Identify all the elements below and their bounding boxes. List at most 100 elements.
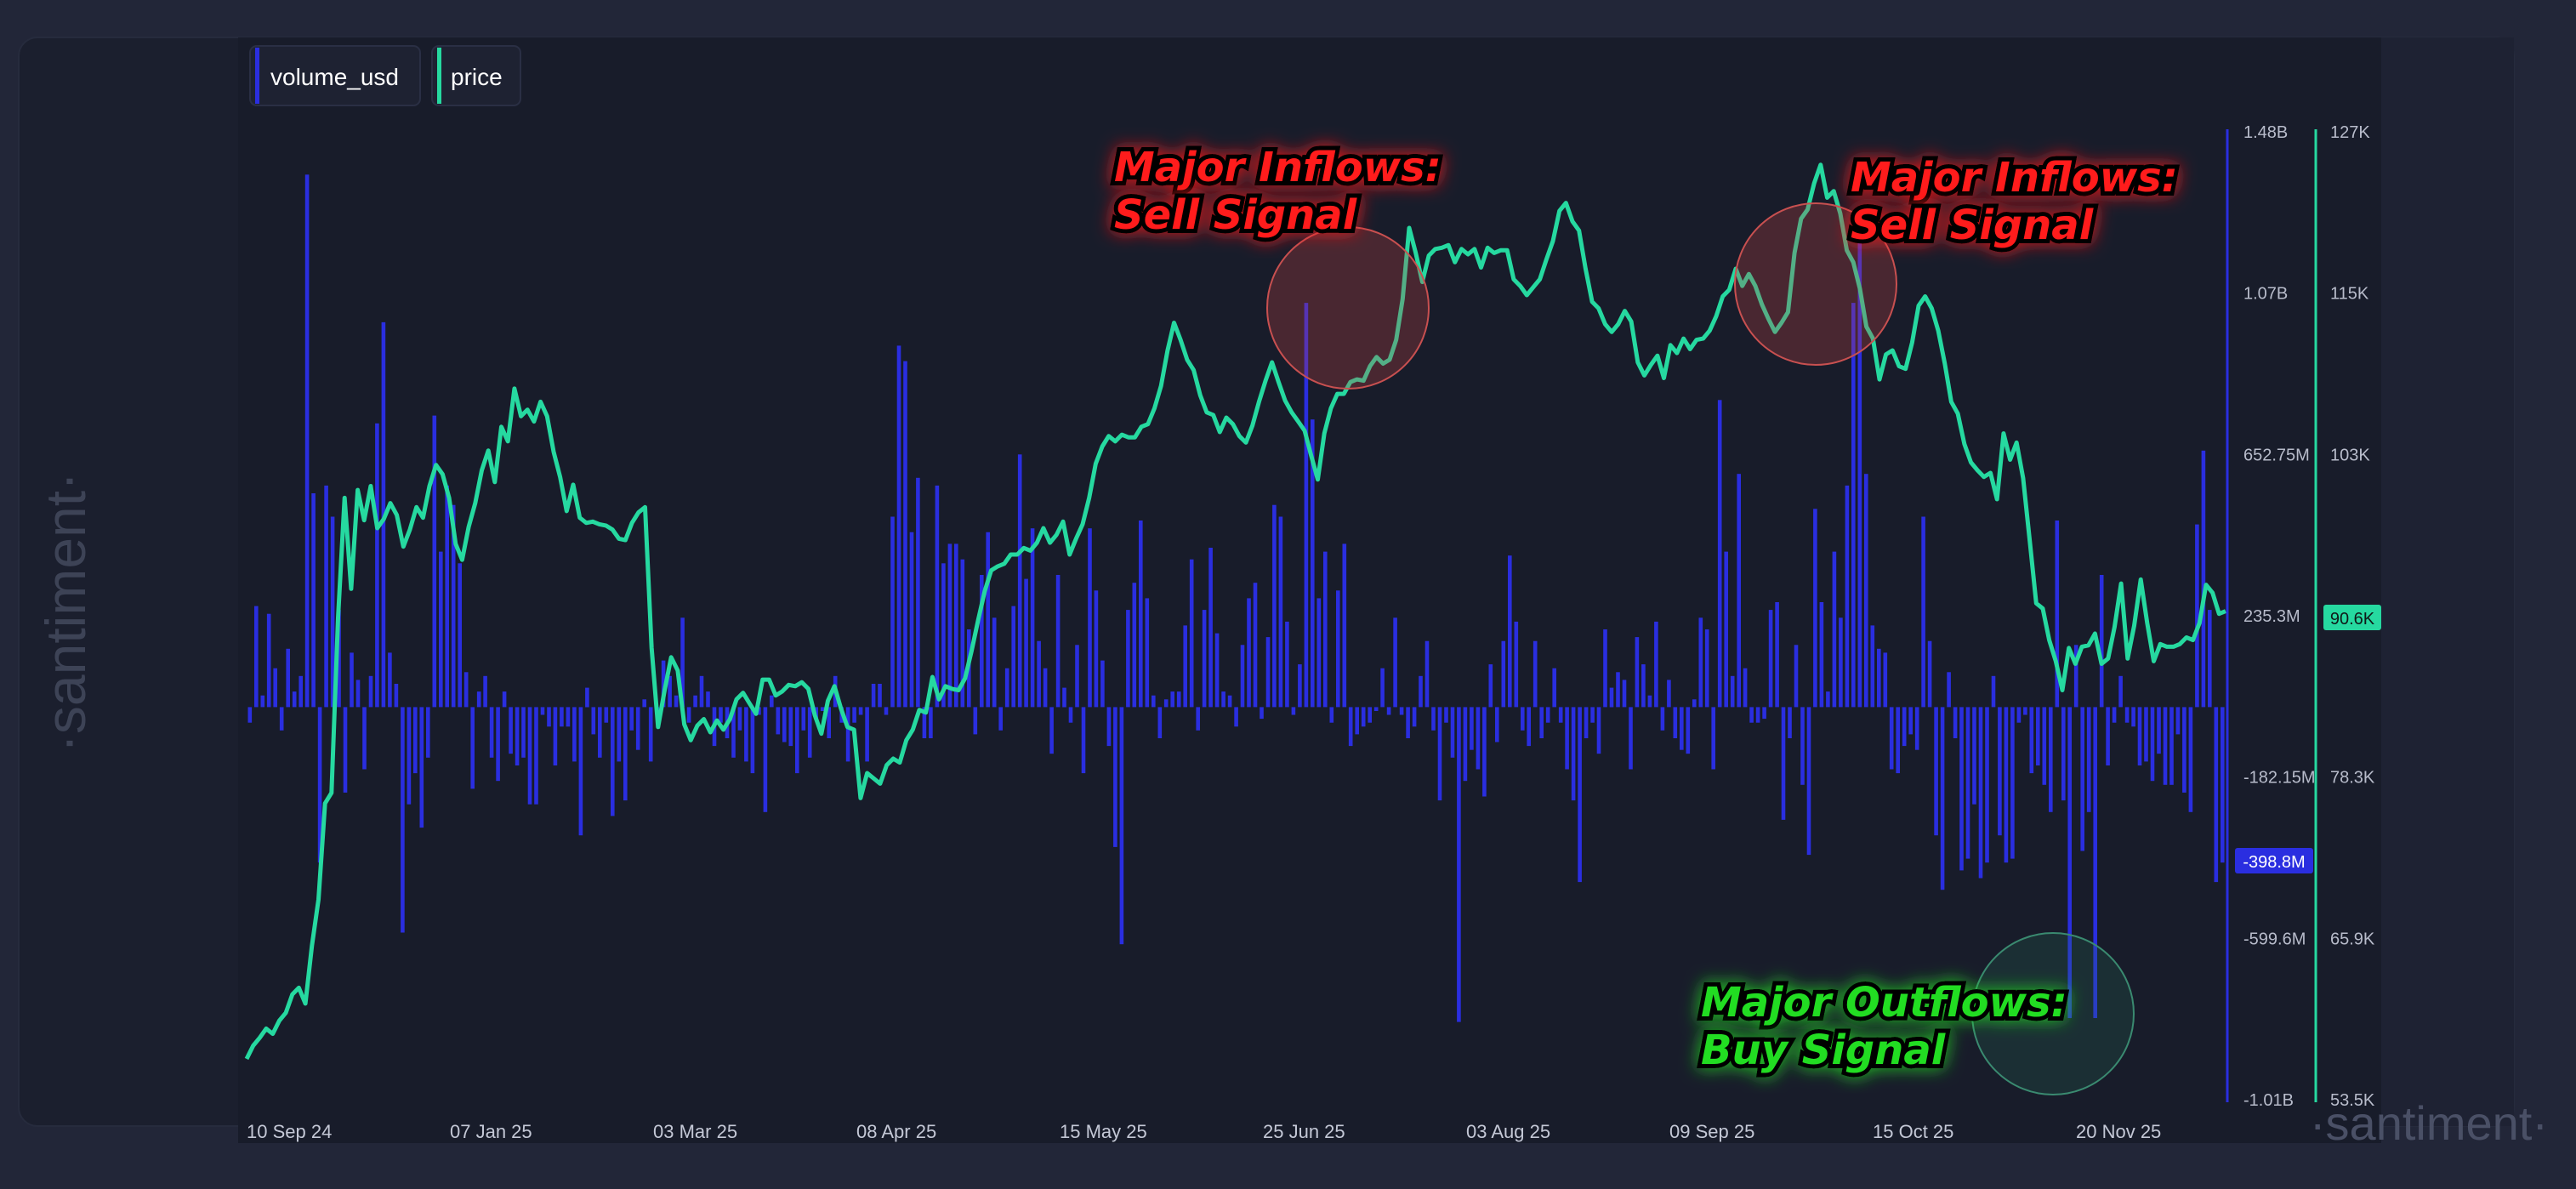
- volume-bar: [2169, 707, 2174, 785]
- volume-bar: [534, 707, 538, 805]
- volume-bar: [1902, 707, 1907, 747]
- volume-bar: [611, 707, 615, 816]
- volume-bar: [1450, 707, 1455, 758]
- volume-bar: [1049, 707, 1054, 754]
- volume-bar: [521, 707, 526, 758]
- x-tick-label: 15 Oct 25: [1873, 1121, 1953, 1142]
- volume-bar: [1278, 516, 1283, 708]
- volume-tick-label: 652.75M: [2243, 446, 2310, 464]
- volume-bar: [1298, 664, 1302, 708]
- volume-bar: [1004, 668, 1009, 708]
- volume-bar: [878, 684, 882, 708]
- volume-bar: [1106, 707, 1112, 747]
- volume-bar: [591, 707, 596, 735]
- volume-bar: [1896, 707, 1900, 774]
- volume-bar: [2182, 707, 2186, 793]
- volume-bar: [266, 613, 271, 708]
- volume-bar: [763, 707, 768, 812]
- volume-bar: [2208, 610, 2212, 708]
- legend-item-price[interactable]: price: [431, 45, 521, 106]
- price-tick-label: 115K: [2330, 285, 2369, 304]
- legend-swatch-price: [437, 48, 441, 104]
- volume-bar: [572, 707, 577, 762]
- volume-bar: [1024, 578, 1028, 708]
- volume-bar: [2124, 707, 2130, 723]
- volume-bar: [1711, 707, 1715, 770]
- volume-bar: [401, 707, 405, 933]
- volume-bar: [1635, 637, 1640, 708]
- volume-bar: [782, 707, 787, 742]
- volume-bar: [757, 707, 761, 715]
- volume-bar: [1972, 707, 1976, 805]
- volume-bar: [947, 543, 952, 708]
- volume-bar: [292, 691, 297, 708]
- x-tick-label: 07 Jan 25: [450, 1121, 532, 1142]
- volume-bar: [299, 675, 303, 708]
- price-current-label: 90.6K: [2330, 610, 2375, 629]
- volume-bar: [1596, 707, 1601, 754]
- volume-bar: [432, 415, 437, 708]
- volume-bar: [1336, 590, 1340, 708]
- volume-bar: [560, 707, 564, 727]
- volume-bar: [719, 707, 723, 723]
- volume-bar: [865, 707, 869, 762]
- volume-bar: [1717, 400, 1722, 708]
- volume-bar: [1584, 707, 1589, 738]
- volume-bar: [1482, 707, 1487, 797]
- volume-bar: [2049, 707, 2053, 812]
- annotation-outflows-line-2: Buy Signal: [1701, 1027, 1946, 1074]
- volume-bar: [1196, 707, 1200, 731]
- volume-bar: [1094, 590, 1099, 708]
- volume-bar: [1316, 598, 1322, 708]
- volume-bar: [1412, 707, 1417, 727]
- volume-bar: [1654, 621, 1658, 708]
- volume-bar: [737, 707, 742, 731]
- volume-bar: [343, 707, 348, 793]
- volume-bar: [2055, 521, 2060, 708]
- volume-bar: [247, 707, 253, 723]
- volume-bars: [247, 174, 2225, 1022]
- volume-bar: [1348, 707, 1353, 747]
- volume-bar: [1724, 551, 1728, 708]
- volume-bar: [1017, 454, 1022, 708]
- volume-bar: [2188, 707, 2193, 812]
- volume-bar: [426, 707, 430, 758]
- volume-bar: [585, 687, 589, 708]
- volume-bar: [1329, 707, 1334, 723]
- volume-bar: [2112, 707, 2117, 723]
- volume-bar: [1189, 559, 1194, 708]
- volume-bar: [1737, 474, 1741, 708]
- volume-bar: [1806, 707, 1811, 856]
- legend: volume_usd price: [249, 45, 521, 106]
- volume-bar: [661, 660, 666, 708]
- annotation-inflows-2-line-2: Sell Signal: [1851, 202, 2094, 249]
- volume-bar: [1565, 707, 1569, 770]
- volume-bar: [2144, 707, 2148, 762]
- volume-bar: [598, 707, 602, 758]
- volume-bar: [1545, 707, 1550, 723]
- volume-bar: [2118, 675, 2123, 708]
- volume-bar: [2093, 707, 2097, 1018]
- volume-bar: [884, 707, 889, 715]
- volume-bar: [1488, 664, 1493, 708]
- volume-bar: [1157, 707, 1163, 738]
- volume-bar: [496, 707, 500, 782]
- volume-bar: [1788, 707, 1792, 738]
- volume-bar: [801, 707, 806, 731]
- volume-bar: [2004, 707, 2009, 863]
- volume-bar: [2131, 707, 2135, 727]
- annotation-inflows-1-line-1: Major Inflows:: [1114, 144, 1442, 191]
- volume-bar: [413, 707, 418, 774]
- volume-bar: [1819, 602, 1824, 708]
- volume-bar: [1647, 695, 1652, 708]
- volume-bar: [451, 504, 456, 708]
- volume-bar: [1934, 707, 1938, 836]
- volume-bar: [1176, 691, 1181, 708]
- legend-item-volume[interactable]: volume_usd: [249, 45, 421, 106]
- volume-bar: [954, 543, 958, 708]
- volume-bar: [547, 707, 551, 727]
- volume-bar: [286, 648, 290, 708]
- volume-bar: [2157, 707, 2161, 754]
- santiment-corner-watermark: ·santiment·: [2310, 1096, 2548, 1150]
- volume-bar: [1794, 645, 1799, 708]
